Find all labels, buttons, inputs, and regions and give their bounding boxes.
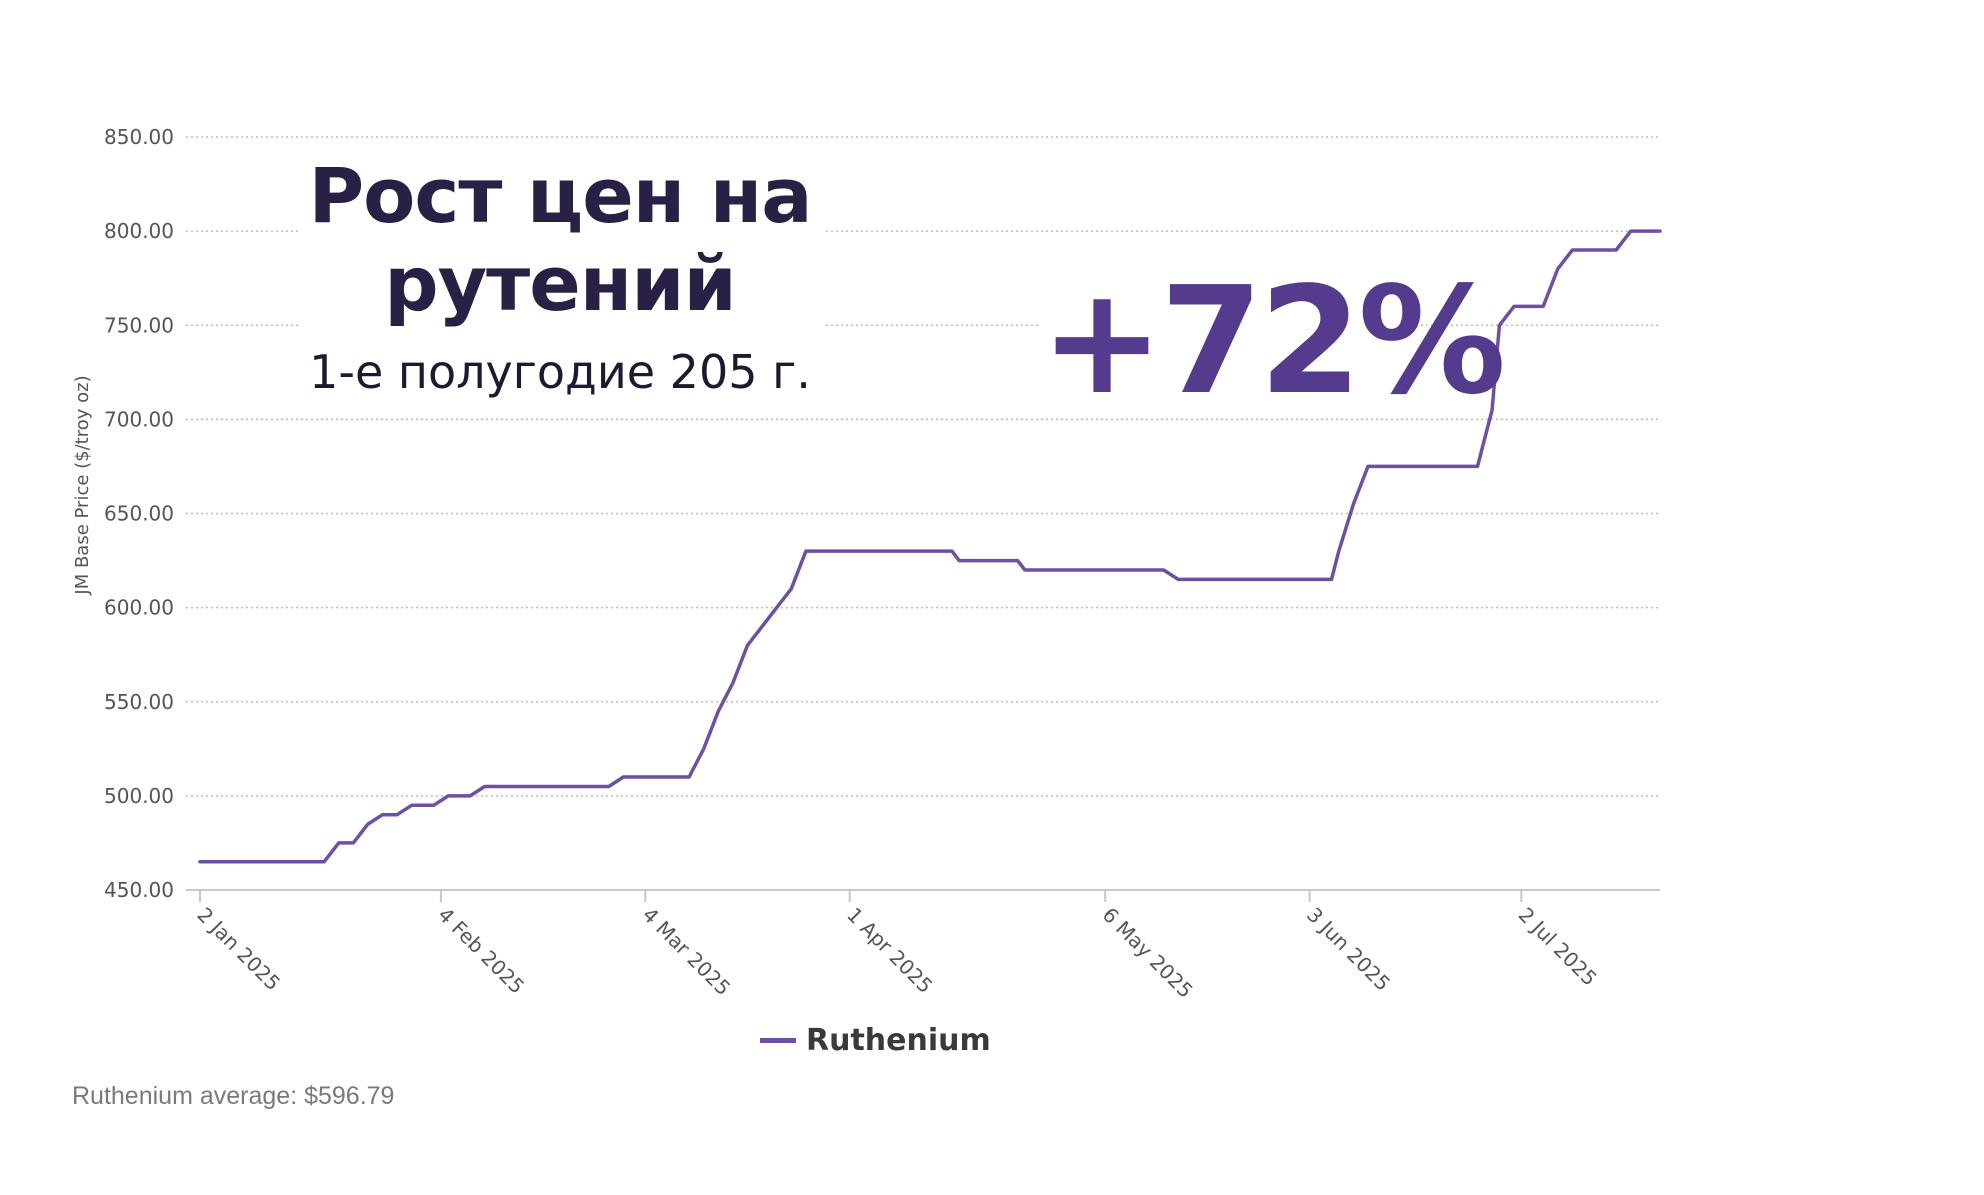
x-axis-ticks: 2 Jan 2025 4 Feb 2025 4 Mar 2025 1 Apr 2025…	[192, 890, 1602, 1003]
legend[interactable]: Ruthenium	[760, 1023, 991, 1058]
x-tick-label: 4 Feb 2025	[433, 903, 529, 999]
y-axis-label: JM Base Price ($/troy oz)	[72, 375, 93, 595]
change-backdrop	[1040, 262, 1415, 392]
x-tick-label: 1 Apr 2025	[842, 903, 937, 998]
title-backdrop	[300, 140, 825, 410]
overlay-subtitle: 1-е полугодие 205 г.	[309, 345, 811, 399]
x-tick-label: 2 Jul 2025	[1514, 903, 1602, 991]
x-tick-label: 3 Jun 2025	[1302, 903, 1395, 996]
x-tick-label: 6 May 2025	[1098, 903, 1198, 1003]
legend-label: Ruthenium	[806, 1023, 991, 1058]
x-tick-label: 2 Jan 2025	[192, 903, 285, 996]
y-tick-label: 800.00	[104, 219, 174, 243]
average-footer: Ruthenium average: $596.79	[72, 1082, 395, 1110]
y-tick-label: 750.00	[104, 313, 174, 337]
series-layer	[198, 229, 1662, 864]
legend-swatch	[760, 1038, 796, 1043]
y-tick-label: 850.00	[104, 125, 174, 149]
y-tick-label: 550.00	[104, 690, 174, 714]
overlay-title: Рост цен на рутений	[308, 151, 812, 328]
overlay-change-percent: +72%	[1040, 255, 1506, 427]
y-tick-label: 600.00	[104, 596, 174, 620]
y-tick-label: 650.00	[104, 502, 174, 526]
x-tick-label: 4 Mar 2025	[638, 903, 736, 1001]
y-axis-ticks: 450.00 500.00 550.00 600.00 650.00 700.00 750.…	[104, 125, 174, 902]
y-tick-label: 700.00	[104, 407, 174, 431]
y-tick-label: 500.00	[104, 784, 174, 808]
y-tick-label: 450.00	[104, 878, 174, 902]
